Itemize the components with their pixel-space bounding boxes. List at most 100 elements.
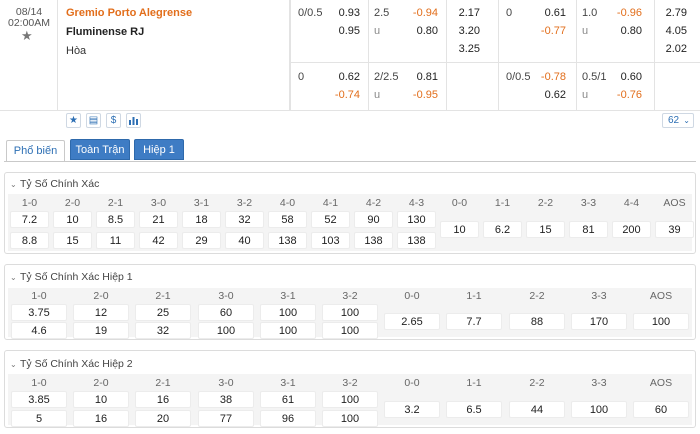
ht2-ou-over[interactable]: 0.60 — [620, 71, 642, 83]
section-title-text: Tỷ Số Chính Xác — [20, 178, 100, 190]
tab-popular[interactable]: Phổ biến — [6, 140, 65, 162]
score-odds-cell[interactable]: 52 — [311, 211, 350, 228]
ht2-ou-under[interactable]: -0.76 — [616, 89, 642, 101]
score-odds-cell[interactable]: 32 — [225, 211, 264, 228]
score-odds-cell[interactable]: 6.5 — [446, 401, 502, 418]
score-odds-cell[interactable]: 4.6 — [11, 322, 67, 339]
ht-ou-over[interactable]: -0.96 — [616, 7, 642, 19]
score-odds-cell[interactable]: 77 — [198, 410, 254, 427]
more-markets-count[interactable]: 62 ⌄ — [662, 113, 694, 128]
score-odds-cell[interactable]: 5 — [11, 410, 67, 427]
score-odds-cell[interactable]: 10 — [440, 221, 479, 238]
score-odds-cell[interactable]: 8.8 — [10, 232, 49, 249]
ht-1x2-home[interactable]: 2.79 — [665, 7, 687, 19]
ft-hdp-home[interactable]: 0.93 — [338, 7, 360, 19]
score-odds-cell[interactable]: 32 — [135, 322, 191, 339]
ht2-hdp-home[interactable]: -0.78 — [540, 71, 566, 83]
ft2-hdp-away[interactable]: -0.74 — [334, 89, 360, 101]
ft-ou-under-label: u — [374, 25, 381, 37]
score-odds-cell[interactable]: 7.2 — [10, 211, 49, 228]
ft2-hdp-home[interactable]: 0.62 — [338, 71, 360, 83]
score-odds-cell[interactable]: 100 — [322, 304, 378, 321]
ft-1x2-home[interactable]: 2.17 — [458, 7, 480, 19]
score-odds-cell[interactable]: 138 — [354, 232, 393, 249]
score-odds-cell[interactable]: 100 — [260, 322, 316, 339]
score-odds-cell[interactable]: 60 — [633, 401, 689, 418]
ft-1x2-draw[interactable]: 3.25 — [458, 43, 480, 55]
score-odds-cell[interactable]: 16 — [135, 391, 191, 408]
score-odds-cell[interactable]: 42 — [139, 232, 178, 249]
score-odds-cell[interactable]: 8.5 — [96, 211, 135, 228]
score-odds-cell[interactable]: 10 — [73, 391, 129, 408]
tab-first-half[interactable]: Hiệp 1 — [134, 139, 184, 160]
stats-chart-icon[interactable] — [126, 113, 141, 128]
score-odds-cell[interactable]: 100 — [322, 322, 378, 339]
score-odds-cell[interactable]: 88 — [509, 313, 565, 330]
score-odds-cell[interactable]: 3.75 — [11, 304, 67, 321]
dollar-odds-icon[interactable]: $ — [106, 113, 121, 128]
score-odds-cell[interactable]: 3.2 — [384, 401, 440, 418]
score-odds-cell[interactable]: 100 — [633, 313, 689, 330]
score-odds-cell[interactable]: 15 — [53, 232, 92, 249]
ht2-hdp-away[interactable]: 0.62 — [544, 89, 566, 101]
home-team-name[interactable]: Gremio Porto Alegrense — [66, 7, 193, 19]
score-odds-cell[interactable]: 40 — [225, 232, 264, 249]
ft2-ou-under[interactable]: -0.95 — [412, 89, 438, 101]
score-odds-cell[interactable]: 39 — [655, 221, 694, 238]
ht-1x2-away[interactable]: 4.05 — [665, 25, 687, 37]
ht-hdp-away[interactable]: -0.77 — [540, 25, 566, 37]
score-odds-cell[interactable]: 100 — [260, 304, 316, 321]
score-odds-cell[interactable]: 10 — [53, 211, 92, 228]
score-odds-cell[interactable]: 11 — [96, 232, 135, 249]
ft2-ou-over[interactable]: 0.81 — [416, 71, 438, 83]
score-odds-cell[interactable]: 138 — [397, 232, 436, 249]
score-odds-cell[interactable]: 61 — [260, 391, 316, 408]
score-odds-cell[interactable]: 29 — [182, 232, 221, 249]
ht-hdp-line: 0 — [506, 7, 513, 19]
ht-1x2-draw[interactable]: 2.02 — [665, 43, 687, 55]
score-odds-cell[interactable]: 138 — [268, 232, 307, 249]
score-odds-cell[interactable]: 200 — [612, 221, 651, 238]
score-odds-cell[interactable]: 20 — [135, 410, 191, 427]
score-odds-cell[interactable]: 3.85 — [11, 391, 67, 408]
score-odds-cell[interactable]: 60 — [198, 304, 254, 321]
ft-ou-under[interactable]: 0.80 — [416, 25, 438, 37]
correct-score-title[interactable]: ⌄ Tỷ Số Chính Xác — [10, 178, 99, 190]
score-odds-cell[interactable]: 100 — [198, 322, 254, 339]
score-odds-cell[interactable]: 25 — [135, 304, 191, 321]
score-odds-cell[interactable]: 58 — [268, 211, 307, 228]
score-odds-cell[interactable]: 44 — [509, 401, 565, 418]
score-odds-cell[interactable]: 90 — [354, 211, 393, 228]
favorite-star-icon[interactable]: ★ — [21, 28, 33, 43]
score-odds-cell[interactable]: 100 — [571, 401, 627, 418]
score-odds-cell[interactable]: 100 — [322, 391, 378, 408]
score-odds-cell[interactable]: 16 — [73, 410, 129, 427]
favorite-star-button-icon[interactable]: ★ — [66, 113, 81, 128]
ht-ou-under[interactable]: 0.80 — [620, 25, 642, 37]
away-team-name[interactable]: Fluminense RJ — [66, 26, 145, 38]
score-odds-cell[interactable]: 21 — [139, 211, 178, 228]
score-odds-cell[interactable]: 2.65 — [384, 313, 440, 330]
score-odds-cell[interactable]: 100 — [322, 410, 378, 427]
score-odds-cell[interactable]: 38 — [198, 391, 254, 408]
score-odds-cell[interactable]: 81 — [569, 221, 608, 238]
ft-1x2-away[interactable]: 3.20 — [458, 25, 480, 37]
live-tv-icon[interactable]: ▤ — [86, 113, 101, 128]
score-odds-cell[interactable]: 12 — [73, 304, 129, 321]
ft-hdp-away[interactable]: 0.95 — [338, 25, 360, 37]
score-odds-cell[interactable]: 18 — [182, 211, 221, 228]
correct-score-half1-title[interactable]: ⌄ Tỷ Số Chính Xác Hiệp 1 — [10, 271, 133, 283]
score-odds-cell[interactable]: 170 — [571, 313, 627, 330]
score-odds-cell[interactable]: 7.7 — [446, 313, 502, 330]
score-odds-cell[interactable]: 130 — [397, 211, 436, 228]
score-odds-cell[interactable]: 103 — [311, 232, 350, 249]
ht-hdp-home[interactable]: 0.61 — [544, 7, 566, 19]
score-odds-cell[interactable]: 96 — [260, 410, 316, 427]
score-odds-cell[interactable]: 6.2 — [483, 221, 522, 238]
ft-ou-over[interactable]: -0.94 — [412, 7, 438, 19]
score-odds-cell[interactable]: 19 — [73, 322, 129, 339]
tab-full-match[interactable]: Toàn Trận — [70, 139, 130, 160]
score-odds-cell[interactable]: 15 — [526, 221, 565, 238]
match-time-column: 08/14 02:00AM — [0, 0, 58, 110]
correct-score-half2-title[interactable]: ⌄ Tỷ Số Chính Xác Hiệp 2 — [10, 358, 133, 370]
